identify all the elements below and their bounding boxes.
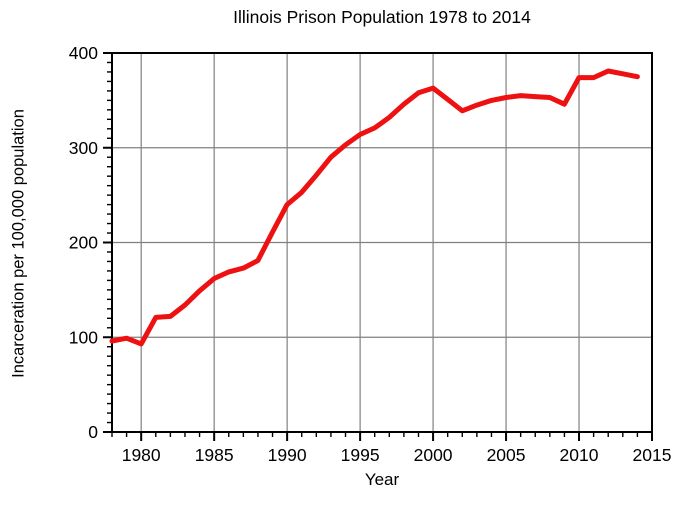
x-tick-label: 1980: [122, 445, 161, 465]
y-tick-label: 100: [69, 327, 98, 347]
x-tick-label: 2005: [487, 445, 526, 465]
y-tick-label: 400: [69, 43, 98, 63]
y-tick-label: 0: [88, 422, 98, 442]
y-axis-title: Incarceration per 100,000 population: [9, 109, 28, 378]
x-tick-label: 2015: [633, 445, 672, 465]
data-line: [109, 68, 640, 347]
x-tick-label: 2010: [560, 445, 599, 465]
x-tick-label: 1985: [195, 445, 234, 465]
chart-title: Illinois Prison Population 1978 to 2014: [233, 7, 531, 27]
x-tick-label: 1995: [341, 445, 380, 465]
x-tick-label: 1990: [268, 445, 307, 465]
x-tick-label: 2000: [414, 445, 453, 465]
x-axis-title: Year: [364, 470, 400, 489]
y-tick-label: 300: [69, 138, 98, 158]
y-tick-label: 200: [69, 233, 98, 253]
